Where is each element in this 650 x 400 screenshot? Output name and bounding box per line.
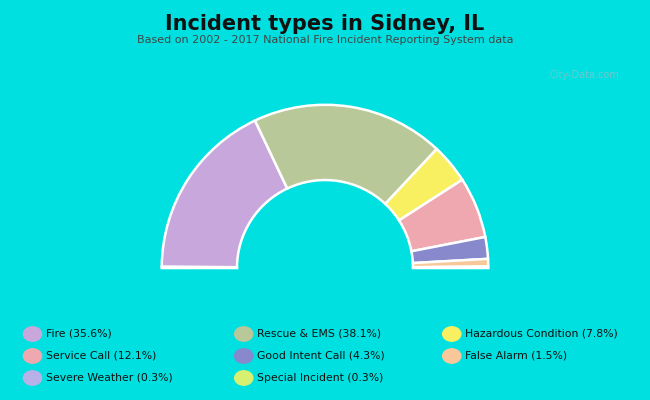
Text: Based on 2002 - 2017 National Fire Incident Reporting System data: Based on 2002 - 2017 National Fire Incid… [136, 35, 514, 45]
Wedge shape [255, 105, 437, 204]
Text: Hazardous Condition (7.8%): Hazardous Condition (7.8%) [465, 329, 618, 339]
Text: Good Intent Call (4.3%): Good Intent Call (4.3%) [257, 351, 385, 361]
Wedge shape [413, 259, 488, 267]
Wedge shape [162, 120, 287, 267]
Wedge shape [411, 237, 488, 263]
Text: City-Data.com: City-Data.com [550, 70, 619, 80]
Wedge shape [413, 266, 488, 268]
Wedge shape [399, 180, 486, 251]
Text: Incident types in Sidney, IL: Incident types in Sidney, IL [165, 14, 485, 34]
Wedge shape [162, 266, 237, 268]
Text: Rescue & EMS (38.1%): Rescue & EMS (38.1%) [257, 329, 381, 339]
Text: Severe Weather (0.3%): Severe Weather (0.3%) [46, 373, 172, 383]
Text: Service Call (12.1%): Service Call (12.1%) [46, 351, 156, 361]
Text: Fire (35.6%): Fire (35.6%) [46, 329, 111, 339]
Text: False Alarm (1.5%): False Alarm (1.5%) [465, 351, 567, 361]
Text: Special Incident (0.3%): Special Incident (0.3%) [257, 373, 383, 383]
Wedge shape [385, 149, 462, 220]
